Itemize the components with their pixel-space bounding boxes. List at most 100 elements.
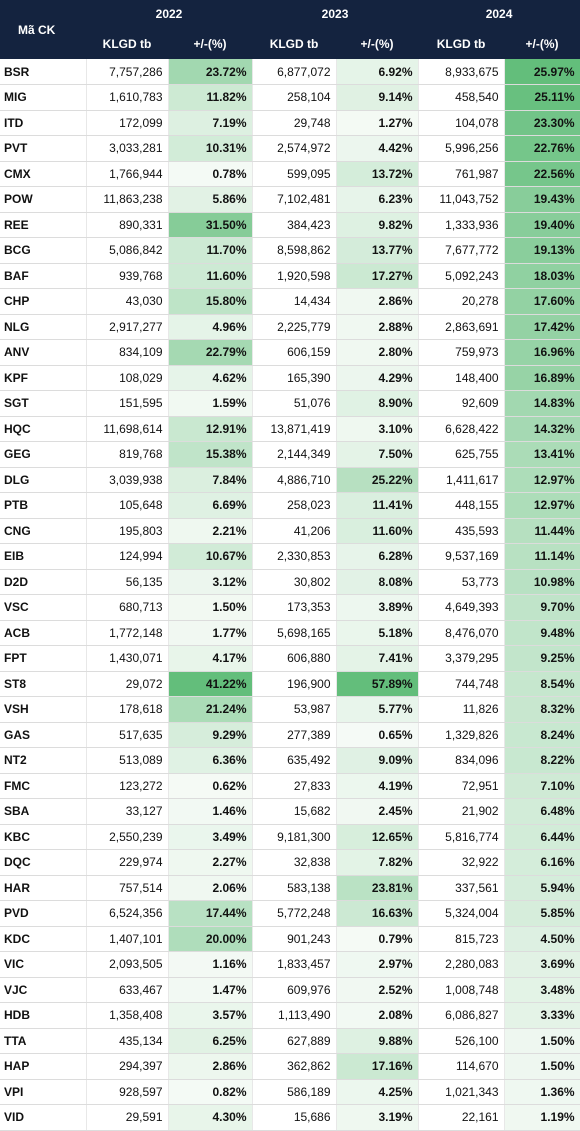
table-row: TTA 435,134 6.25% 627,889 9.88% 526,100 1.50% [0, 1028, 580, 1054]
header-change-2024: +/-(%) [504, 28, 580, 59]
change-2023-cell: 17.16% [336, 1053, 419, 1080]
change-2024-cell: 8.24% [504, 722, 580, 748]
change-2022-cell: 7.84% [168, 467, 253, 493]
change-2023-cell: 6.23% [336, 186, 419, 213]
symbol-cell: BAF [0, 263, 87, 289]
change-2022-cell: 11.60% [168, 263, 253, 289]
symbol-cell: VJC [0, 977, 87, 1003]
table-row: HAP 294,397 2.86% 362,862 17.16% 114,670 1.50% [0, 1053, 580, 1080]
change-2023-cell: 4.29% [336, 365, 419, 391]
symbol-cell: KPF [0, 365, 87, 391]
table-row: CMX 1,766,944 0.78% 599,095 13.72% 761,987 22.… [0, 161, 580, 187]
volume-2023-cell: 635,492 [252, 747, 337, 774]
change-2024-cell: 22.76% [504, 135, 580, 162]
volume-2022-cell: 680,713 [86, 594, 169, 621]
volume-2023-cell: 29,748 [252, 110, 337, 136]
change-2022-cell: 10.31% [168, 135, 253, 162]
volume-2023-cell: 173,353 [252, 594, 337, 621]
change-2023-cell: 9.09% [336, 747, 419, 774]
change-2023-cell: 57.89% [336, 671, 419, 697]
change-2024-cell: 1.36% [504, 1079, 580, 1105]
change-2023-cell: 8.08% [336, 569, 419, 595]
volume-2022-cell: 3,033,281 [86, 135, 169, 162]
table-row: MIG 1,610,783 11.82% 258,104 9.14% 458,540 25.… [0, 84, 580, 111]
table-row: HDB 1,358,408 3.57% 1,113,490 2.08% 6,086,827… [0, 1002, 580, 1029]
change-2023-cell: 3.19% [336, 1104, 419, 1131]
volume-2024-cell: 8,476,070 [418, 620, 505, 646]
change-2024-cell: 4.50% [504, 926, 580, 952]
change-2023-cell: 1.27% [336, 110, 419, 136]
change-2023-cell: 5.18% [336, 620, 419, 646]
table-row: SBA 33,127 1.46% 15,682 2.45% 21,902 6.48% [0, 798, 580, 825]
volume-2023-cell: 51,076 [252, 390, 337, 417]
change-2023-cell: 9.88% [336, 1028, 419, 1054]
volume-2023-cell: 1,833,457 [252, 951, 337, 978]
change-2022-cell: 31.50% [168, 212, 253, 238]
header-year-2023: 2023 [252, 0, 419, 28]
change-2024-cell: 10.98% [504, 569, 580, 595]
symbol-cell: VSC [0, 594, 87, 621]
change-2023-cell: 0.65% [336, 722, 419, 748]
change-2022-cell: 1.46% [168, 798, 253, 825]
volume-2022-cell: 1,430,071 [86, 645, 169, 672]
change-2024-cell: 16.89% [504, 365, 580, 391]
volume-2022-cell: 5,086,842 [86, 237, 169, 264]
change-2023-cell: 5.77% [336, 696, 419, 723]
volume-2022-cell: 108,029 [86, 365, 169, 391]
table-row: HQC 11,698,614 12.91% 13,871,419 3.10% 6,628,… [0, 416, 580, 442]
change-2023-cell: 6.92% [336, 59, 419, 85]
change-2022-cell: 6.25% [168, 1028, 253, 1054]
volume-2023-cell: 13,871,419 [252, 416, 337, 442]
volume-2022-cell: 294,397 [86, 1053, 169, 1080]
change-2023-cell: 13.72% [336, 161, 419, 187]
volume-2022-cell: 435,134 [86, 1028, 169, 1054]
volume-2024-cell: 5,996,256 [418, 135, 505, 162]
change-2024-cell: 17.42% [504, 314, 580, 340]
symbol-cell: GEG [0, 441, 87, 468]
volume-2024-cell: 11,826 [418, 696, 505, 723]
volume-2024-cell: 3,379,295 [418, 645, 505, 672]
change-2024-cell: 13.41% [504, 441, 580, 468]
change-2024-cell: 18.03% [504, 263, 580, 289]
change-2022-cell: 11.82% [168, 84, 253, 111]
change-2024-cell: 3.69% [504, 951, 580, 978]
change-2022-cell: 15.80% [168, 288, 253, 315]
volume-2024-cell: 104,078 [418, 110, 505, 136]
change-2023-cell: 2.08% [336, 1002, 419, 1029]
table-row: VSH 178,618 21.24% 53,987 5.77% 11,826 8.32% [0, 696, 580, 723]
change-2024-cell: 1.50% [504, 1028, 580, 1054]
table-row: PVT 3,033,281 10.31% 2,574,972 4.42% 5,996,25… [0, 135, 580, 162]
header-volume-2022: KLGD tb [86, 28, 168, 59]
volume-2022-cell: 633,467 [86, 977, 169, 1003]
volume-2022-cell: 151,595 [86, 390, 169, 417]
change-2023-cell: 11.41% [336, 492, 419, 519]
symbol-cell: HQC [0, 416, 87, 442]
change-2022-cell: 2.86% [168, 1053, 253, 1080]
change-2024-cell: 8.22% [504, 747, 580, 774]
volume-2024-cell: 2,863,691 [418, 314, 505, 340]
volume-2024-cell: 6,086,827 [418, 1002, 505, 1029]
volume-2022-cell: 834,109 [86, 339, 169, 366]
table-row: FPT 1,430,071 4.17% 606,880 7.41% 3,379,295 9.… [0, 645, 580, 672]
table-row: VID 29,591 4.30% 15,686 3.19% 22,161 1.19% [0, 1104, 580, 1131]
symbol-cell: NT2 [0, 747, 87, 774]
volume-2024-cell: 72,951 [418, 773, 505, 799]
change-2024-cell: 3.33% [504, 1002, 580, 1029]
change-2023-cell: 0.79% [336, 926, 419, 952]
table-row: VJC 633,467 1.47% 609,976 2.52% 1,008,748 3.48… [0, 977, 580, 1003]
change-2023-cell: 4.19% [336, 773, 419, 799]
table-header: Mã CK 2022 2023 2024 KLGD tb +/-(%) KLGD… [0, 0, 580, 59]
volume-2022-cell: 6,524,356 [86, 900, 169, 927]
volume-2023-cell: 583,138 [252, 875, 337, 901]
change-2022-cell: 11.70% [168, 237, 253, 264]
symbol-cell: KDC [0, 926, 87, 952]
volume-2022-cell: 33,127 [86, 798, 169, 825]
symbol-cell: MIG [0, 84, 87, 111]
volume-2022-cell: 56,135 [86, 569, 169, 595]
table-row: ANV 834,109 22.79% 606,159 2.80% 759,973 16.96… [0, 339, 580, 366]
symbol-cell: DQC [0, 849, 87, 876]
change-2022-cell: 41.22% [168, 671, 253, 697]
volume-2022-cell: 939,768 [86, 263, 169, 289]
change-2022-cell: 17.44% [168, 900, 253, 927]
volume-2024-cell: 458,540 [418, 84, 505, 111]
